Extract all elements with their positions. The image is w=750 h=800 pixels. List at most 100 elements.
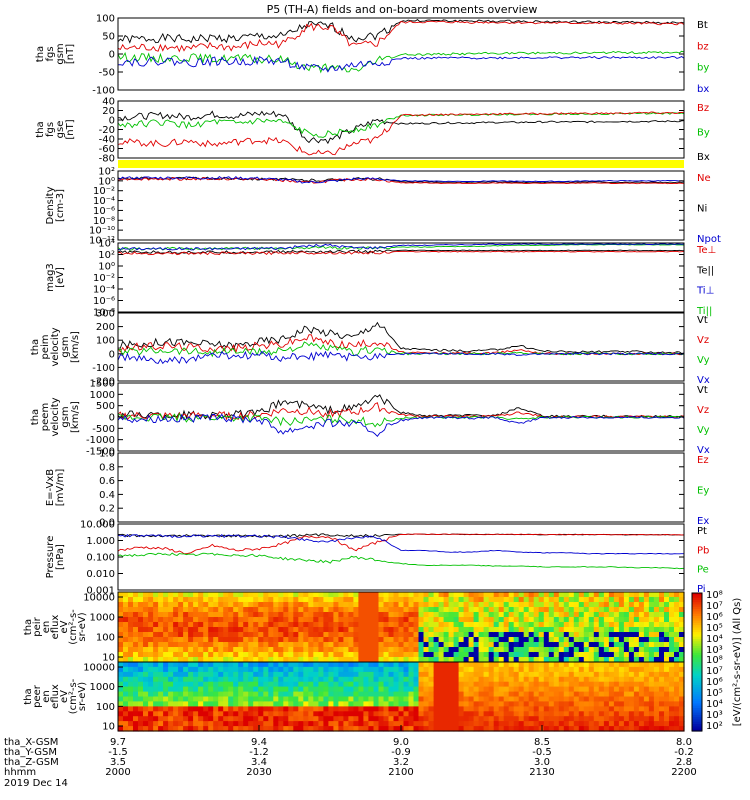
spectro-cell	[553, 711, 560, 717]
spectro-cell	[233, 592, 239, 598]
spectro-cell	[388, 592, 395, 598]
colorbar-cell	[692, 641, 702, 645]
spectro-cell	[363, 657, 369, 663]
spectro-cell	[338, 671, 344, 678]
spectro-cell	[438, 602, 445, 608]
spectro-cell	[623, 706, 630, 712]
spectro-cell	[258, 681, 264, 688]
spectro-cell	[158, 612, 164, 618]
spectro-cell	[283, 637, 289, 643]
spectro-cell	[178, 726, 184, 732]
spectro-cell	[398, 637, 405, 643]
spectro-cell	[153, 676, 159, 683]
spectro-cell	[143, 716, 149, 722]
spectro-cell	[218, 652, 224, 658]
spectro-cell	[513, 637, 520, 643]
spectro-cell	[158, 671, 164, 678]
spectro-cell	[173, 701, 179, 707]
spectro-cell	[483, 726, 490, 732]
spectro-cell	[358, 652, 364, 658]
spectro-cell	[483, 647, 490, 653]
spectro-cell	[118, 701, 124, 707]
spectro-cell	[338, 627, 344, 633]
spectro-cell	[148, 662, 154, 668]
spectro-cell	[438, 607, 445, 613]
spectro-cell	[598, 716, 605, 722]
spectro-cell	[463, 632, 470, 638]
spectro-cell	[578, 686, 585, 693]
spectro-cell	[538, 666, 545, 673]
spectro-cell	[674, 622, 680, 628]
spectro-cell	[343, 652, 349, 658]
spectro-cell	[318, 726, 324, 732]
spectro-cell	[213, 632, 219, 638]
spectro-cell	[578, 642, 585, 648]
spectro-cell	[183, 597, 189, 603]
spectro-cell	[578, 612, 585, 618]
spectro-cell	[679, 676, 685, 683]
spectro-cell	[298, 592, 304, 598]
spectro-cell	[228, 676, 234, 683]
spectro-cell	[303, 632, 309, 638]
figure-title: P5 (TH-A) fields and on-board moments ov…	[267, 3, 538, 16]
spectro-cell	[598, 721, 605, 727]
spectro-cell	[533, 622, 540, 628]
spectro-cell	[428, 627, 435, 633]
spectro-cell	[238, 676, 244, 683]
spectro-cell	[268, 592, 274, 598]
spectro-cell	[669, 597, 675, 603]
spectro-cell	[483, 607, 490, 613]
spectro-cell	[333, 632, 339, 638]
spectro-cell	[218, 612, 224, 618]
spectro-cell	[298, 652, 304, 658]
spectro-cell	[338, 602, 344, 608]
spectro-cell	[133, 602, 139, 608]
spectro-cell	[608, 657, 615, 663]
spectro-cell	[664, 637, 670, 643]
spectro-cell	[674, 632, 680, 638]
spectro-cell	[138, 632, 144, 638]
spectro-cell	[518, 691, 525, 698]
spectro-cell	[228, 716, 234, 722]
spectro-cell	[633, 627, 640, 633]
spectro-cell	[433, 597, 440, 603]
spectro-cell	[238, 612, 244, 618]
spectro-cell	[253, 602, 259, 608]
spectro-cell	[348, 716, 354, 722]
spectro-cell	[173, 637, 179, 643]
spectro-cell	[593, 686, 600, 693]
spectro-cell	[248, 597, 254, 603]
spectro-cell	[153, 671, 159, 678]
spectro-cell	[543, 726, 550, 732]
spectro-cell	[128, 726, 134, 732]
spectro-cell	[383, 612, 390, 618]
spectro-cell	[213, 662, 219, 668]
spectro-cell	[368, 711, 374, 717]
spectro-cell	[288, 701, 294, 707]
spectro-cell	[518, 686, 525, 693]
spectro-cell	[583, 676, 590, 683]
spectro-cell	[283, 642, 289, 648]
ylabel-line: en	[41, 690, 52, 703]
spectro-cell	[173, 676, 179, 683]
spectro-cell	[548, 607, 555, 613]
spectro-cell	[613, 662, 620, 668]
spectro-cell	[383, 686, 390, 693]
ylabel-line: (cm²-s-	[68, 678, 79, 714]
spectro-cell	[533, 657, 540, 663]
spectro-cell	[203, 627, 209, 633]
spectro-cell	[628, 666, 635, 673]
legend-Pb: Pb	[697, 545, 709, 556]
spectro-cell	[288, 721, 294, 727]
spectro-cell	[418, 696, 425, 702]
spectro-cell	[328, 652, 334, 658]
spectro-cell	[338, 706, 344, 712]
spectro-cell	[608, 622, 615, 628]
spectro-cell	[318, 647, 324, 653]
spectro-cell	[148, 691, 154, 698]
spectro-cell	[353, 691, 359, 698]
spectro-cell	[463, 662, 470, 668]
spectro-cell	[338, 666, 344, 673]
spectro-cell	[473, 647, 480, 653]
spectro-cell	[628, 671, 635, 678]
